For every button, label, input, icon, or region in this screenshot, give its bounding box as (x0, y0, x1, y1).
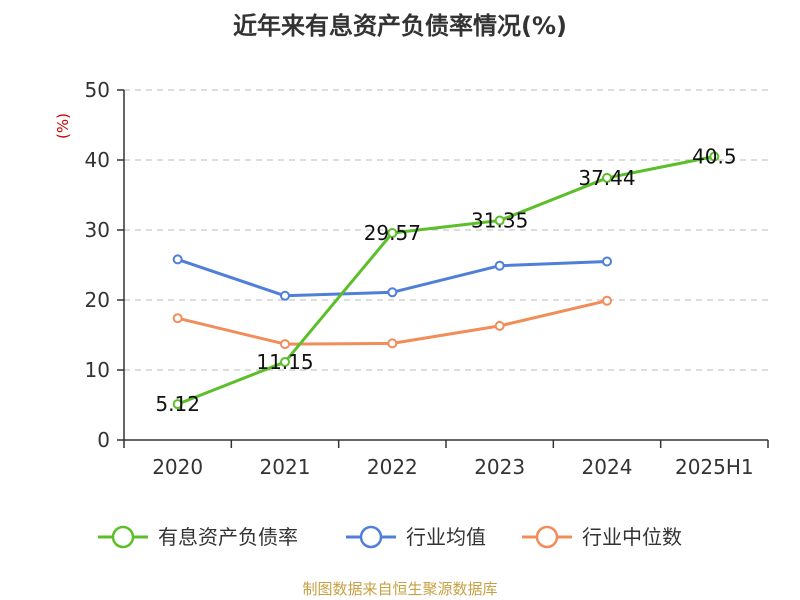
data-point (602, 172, 612, 183)
data-point (494, 260, 505, 271)
data-point (280, 356, 290, 367)
data-point (602, 295, 612, 306)
y-tick-label: 50 (85, 78, 110, 102)
series-line (177, 299, 608, 346)
x-tick-label: 2024 (582, 455, 633, 479)
legend-label: 行业均值 (406, 525, 486, 549)
x-tick-label: 2025H1 (675, 455, 754, 479)
y-tick-label: 40 (85, 148, 110, 172)
data-point (494, 320, 505, 331)
data-point (387, 287, 398, 298)
x-tick-label: 2020 (152, 455, 203, 479)
data-point (387, 228, 398, 239)
x-tick-label: 2021 (260, 455, 311, 479)
y-tick-label: 20 (85, 288, 110, 312)
data-point (280, 290, 290, 301)
y-tick-label: 30 (85, 218, 110, 242)
data-label: 11.15 (256, 350, 313, 374)
data-point (494, 215, 505, 226)
series-line (177, 155, 715, 406)
legend-label: 有息资产负债率 (158, 525, 298, 549)
x-tick-label: 2022 (367, 455, 418, 479)
y-tick-label: 10 (85, 358, 110, 382)
data-label: 40.5 (692, 145, 737, 169)
x-tick-label: 2023 (474, 455, 525, 479)
data-label: 29.57 (364, 221, 421, 245)
data-point (172, 399, 183, 410)
data-point (280, 339, 290, 350)
legend-marker (359, 525, 383, 549)
y-tick-label: 0 (97, 428, 110, 452)
source-note: 制图数据来自恒生聚源数据库 (302, 580, 498, 598)
data-point (172, 313, 183, 324)
data-label: 5.12 (155, 392, 200, 416)
data-point (387, 338, 398, 349)
data-label: 37.44 (578, 166, 635, 190)
legend-marker (111, 525, 135, 549)
data-point (602, 256, 612, 267)
y-axis-unit-label: (%) (54, 113, 72, 139)
data-point (709, 151, 720, 162)
data-point (172, 254, 183, 265)
data-label: 31.35 (471, 209, 528, 233)
legend-marker (535, 525, 559, 549)
legend-label: 行业中位数 (582, 525, 682, 549)
chart-title: 近年来有息资产负债率情况(%) (233, 12, 567, 40)
